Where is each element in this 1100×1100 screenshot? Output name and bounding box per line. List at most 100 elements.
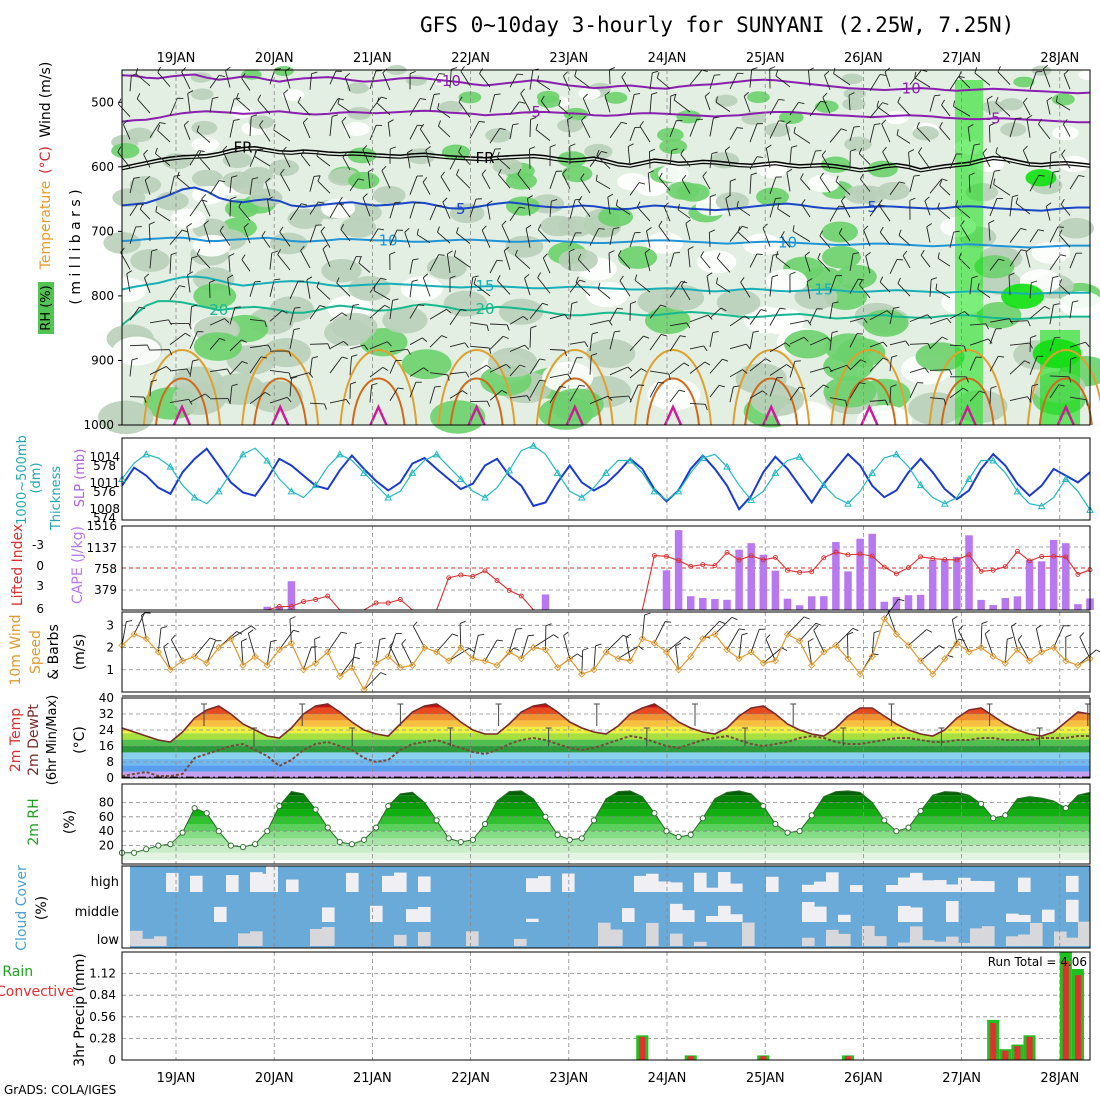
middle-cloud-cell	[802, 901, 815, 922]
wind-barb	[749, 123, 758, 143]
wind-barb-flag	[712, 330, 719, 333]
thickness-marker	[819, 481, 828, 489]
wind-barb	[129, 203, 139, 217]
low-cloud-cell	[598, 922, 611, 946]
high-cloud-cell	[706, 887, 719, 892]
wind-barb	[608, 253, 611, 274]
cape-bar	[1049, 539, 1058, 610]
wind-barb	[775, 75, 791, 88]
temp-25-contour	[732, 349, 811, 426]
rh-patch	[129, 176, 162, 194]
panel-background	[122, 438, 1090, 520]
wind-barb	[279, 231, 291, 247]
wind-barb	[529, 70, 534, 90]
wind-barb-flag	[607, 395, 613, 401]
wind-barb	[449, 390, 463, 399]
surface-wind-barb	[908, 629, 927, 646]
wind-barb-flag	[1020, 249, 1027, 252]
wind-barb-flag	[419, 98, 427, 100]
wind-barb	[340, 229, 351, 242]
rh-patch	[343, 122, 370, 137]
wind-barb-flag	[234, 97, 241, 100]
cape-bar	[1074, 604, 1082, 610]
wind-barb	[1029, 356, 1038, 375]
high-cloud-cell	[910, 872, 923, 892]
wind-barb	[349, 344, 365, 350]
wind-barb-flag	[185, 332, 191, 337]
surface-wind-barb-flag	[577, 653, 583, 658]
li-marker	[869, 553, 875, 559]
wind-barb	[322, 248, 331, 268]
wind-barb-flag	[644, 248, 651, 254]
wind-barb	[829, 275, 837, 293]
wind-barb-flag	[652, 70, 659, 74]
cape-bar	[1001, 598, 1010, 610]
wind-barb	[229, 98, 235, 115]
surface-wind-barb-flag	[625, 633, 632, 638]
wind-barb-flag	[786, 364, 792, 369]
wind-speed-marker	[989, 652, 997, 661]
date-label-top: 23JAN	[549, 51, 588, 66]
wind-barb-flag	[183, 120, 189, 126]
wind-barb-flag	[519, 206, 526, 209]
wind-barb-flag	[794, 360, 801, 362]
contour-t5	[121, 186, 1090, 212]
wind-barb	[616, 205, 631, 215]
wind-barb	[449, 69, 452, 88]
wind-barb	[829, 128, 842, 143]
wind-barb	[329, 340, 344, 349]
wind-barb-flag	[1031, 383, 1039, 387]
high-cloud-cell	[562, 873, 575, 892]
wind-barb	[509, 395, 528, 399]
wind-barb	[1042, 68, 1051, 88]
wind-barb-flag	[1038, 118, 1042, 125]
middle-cloud-cell	[718, 905, 731, 922]
low-cloud-cell	[1054, 931, 1067, 946]
wind-barb	[225, 70, 231, 88]
middle-cloud-cell	[214, 906, 227, 922]
wind-barb	[909, 382, 918, 399]
surface-wind-barb	[714, 616, 733, 635]
wind-barb-flag	[595, 174, 598, 181]
wind-speed-marker	[457, 643, 465, 652]
surface-wind-barb-flag	[513, 647, 520, 651]
convective-label: Convective	[0, 984, 74, 1000]
wind-barb-flag	[798, 101, 805, 105]
wind-barb	[749, 390, 763, 399]
wind-barb	[1045, 206, 1051, 221]
rh-marker	[312, 806, 319, 813]
wind-barb	[283, 93, 291, 113]
wind-barb	[549, 171, 557, 189]
wind-barb	[289, 307, 295, 326]
wind-barb	[821, 155, 831, 169]
wind-barb	[1029, 71, 1037, 90]
wind-barb	[157, 72, 171, 87]
wind-barb-flag	[882, 102, 889, 105]
wind-barb	[489, 390, 502, 401]
surface-wind-barb-flag	[1036, 624, 1042, 629]
wind-barb	[1009, 320, 1028, 323]
middle-cloud-cell	[910, 907, 923, 922]
rh-patch	[1025, 169, 1057, 187]
temp-band	[122, 771, 1090, 778]
wind-barb	[969, 277, 973, 295]
wind-barb-flag	[139, 203, 144, 210]
wind-barb-flag	[733, 385, 740, 388]
wind-speed-marker	[311, 659, 320, 667]
cape-bar	[1062, 543, 1070, 610]
wind-barb	[280, 173, 291, 192]
rh-patch	[598, 206, 633, 227]
wind-barb-flag	[514, 249, 518, 256]
wind-barb-flag	[751, 67, 758, 70]
surface-wind-barb	[363, 672, 382, 691]
wind-speed-marker	[747, 648, 755, 656]
wind-barb-flag	[659, 172, 663, 179]
wind-barb	[716, 283, 731, 293]
wind-barb	[809, 366, 829, 373]
wind-barb-flag	[316, 281, 320, 288]
wind-barb	[229, 198, 232, 217]
wind-barb-flag	[668, 373, 671, 380]
contour-t-5	[121, 109, 1090, 124]
temp-tick-label: 16	[99, 739, 114, 753]
wind-barb-flag	[336, 277, 340, 284]
